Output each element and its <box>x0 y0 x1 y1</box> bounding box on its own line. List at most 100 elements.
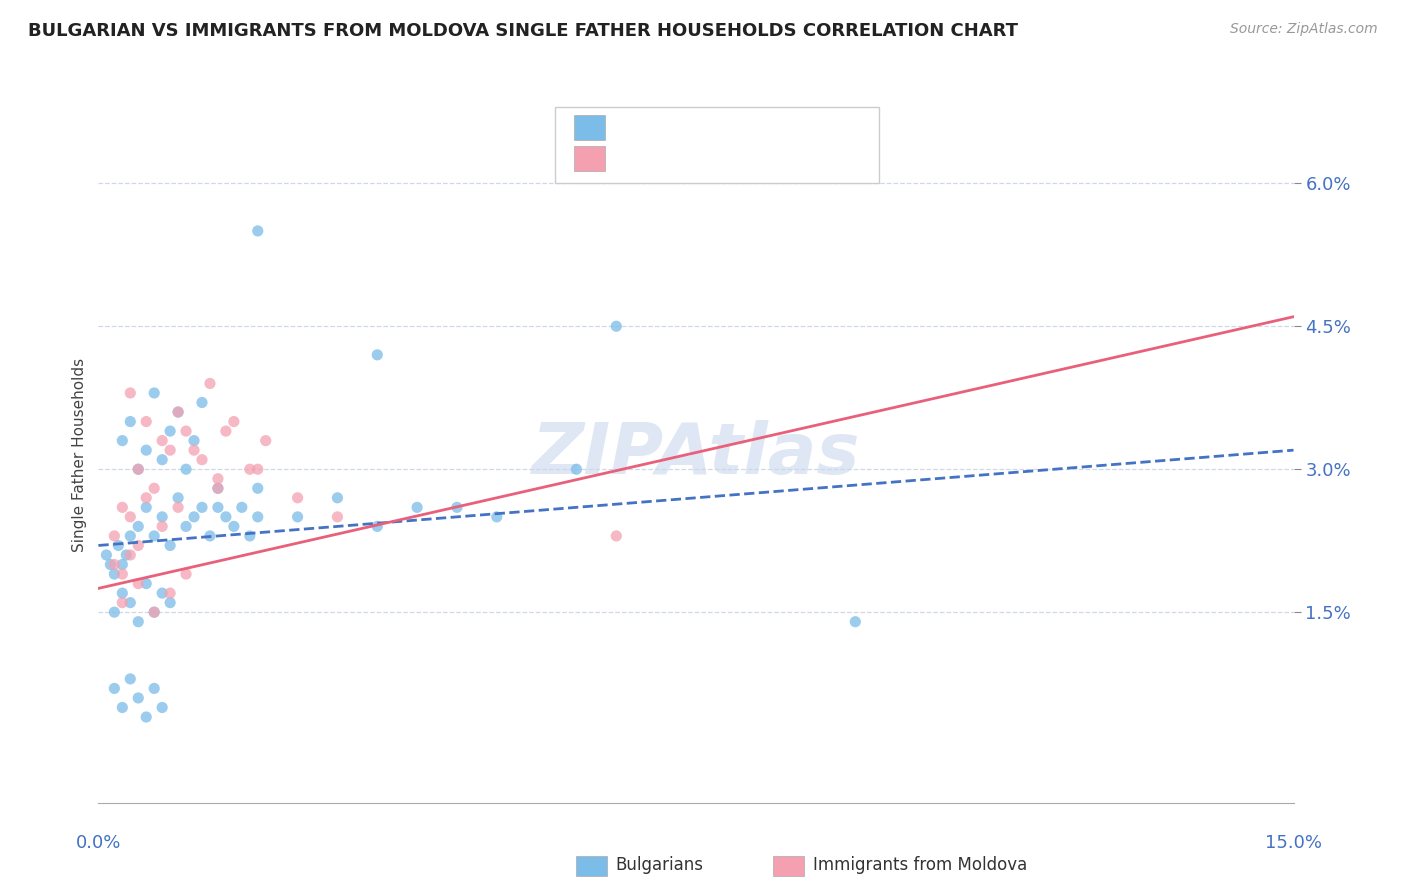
Text: BULGARIAN VS IMMIGRANTS FROM MOLDOVA SINGLE FATHER HOUSEHOLDS CORRELATION CHART: BULGARIAN VS IMMIGRANTS FROM MOLDOVA SIN… <box>28 22 1018 40</box>
Point <box>150 519 173 533</box>
Point <box>174 424 197 438</box>
Point <box>115 548 138 562</box>
Point <box>207 481 229 495</box>
Text: 0.0%: 0.0% <box>76 834 121 852</box>
Text: N =: N = <box>714 150 754 168</box>
Point <box>198 529 221 543</box>
Point <box>191 452 214 467</box>
Text: 37: 37 <box>748 150 773 168</box>
Point <box>127 519 149 533</box>
Point <box>120 386 142 401</box>
Point <box>111 586 134 600</box>
Point <box>215 424 238 438</box>
Point <box>143 529 166 543</box>
Point <box>159 443 181 458</box>
Point <box>183 434 205 448</box>
Text: ZIPAtlas: ZIPAtlas <box>531 420 860 490</box>
Point <box>103 681 125 696</box>
Point <box>111 434 134 448</box>
Text: N =: N = <box>714 119 754 136</box>
Point <box>254 434 277 448</box>
Point <box>326 491 349 505</box>
Point <box>191 395 214 409</box>
Point <box>159 424 181 438</box>
Point <box>127 615 149 629</box>
Point <box>143 481 166 495</box>
Point <box>198 376 221 391</box>
Point <box>207 472 229 486</box>
Point <box>143 681 166 696</box>
Point <box>222 415 245 429</box>
Point <box>159 539 181 553</box>
Point <box>143 605 166 619</box>
Point <box>111 558 134 572</box>
Point <box>98 558 122 572</box>
Text: Immigrants from Moldova: Immigrants from Moldova <box>813 856 1026 874</box>
Point <box>150 509 173 524</box>
Point <box>103 567 125 582</box>
Point <box>174 462 197 476</box>
Point <box>167 491 190 505</box>
Point <box>103 605 125 619</box>
Point <box>111 567 134 582</box>
Point <box>127 462 149 476</box>
Text: Source: ZipAtlas.com: Source: ZipAtlas.com <box>1230 22 1378 37</box>
Point <box>120 548 142 562</box>
Point <box>143 386 166 401</box>
Point <box>135 415 157 429</box>
Point <box>844 615 866 629</box>
Point <box>207 481 229 495</box>
Point <box>120 672 142 686</box>
Text: 62: 62 <box>748 119 773 136</box>
Text: 0.179: 0.179 <box>650 119 706 136</box>
Point <box>96 548 118 562</box>
Text: R =: R = <box>616 119 655 136</box>
Point <box>207 500 229 515</box>
Point <box>605 529 627 543</box>
Point <box>239 462 262 476</box>
Point <box>127 576 149 591</box>
Text: 15.0%: 15.0% <box>1265 834 1322 852</box>
Point <box>183 509 205 524</box>
Point <box>239 529 262 543</box>
Point <box>135 491 157 505</box>
Point <box>366 348 388 362</box>
Point <box>246 224 269 238</box>
Point <box>103 558 125 572</box>
Point <box>127 690 149 705</box>
Point <box>446 500 468 515</box>
Text: Bulgarians: Bulgarians <box>616 856 704 874</box>
Point <box>150 700 173 714</box>
Point <box>246 481 269 495</box>
Point <box>159 596 181 610</box>
Point <box>107 539 129 553</box>
Point <box>150 452 173 467</box>
Point <box>120 529 142 543</box>
Point <box>135 500 157 515</box>
Text: 0.410: 0.410 <box>650 150 706 168</box>
Point <box>150 434 173 448</box>
Point <box>174 567 197 582</box>
Point <box>127 462 149 476</box>
Point <box>174 519 197 533</box>
Point <box>191 500 214 515</box>
Point <box>127 539 149 553</box>
Point <box>709 147 731 161</box>
Point <box>135 710 157 724</box>
Point <box>565 462 588 476</box>
Point <box>120 509 142 524</box>
Point <box>103 529 125 543</box>
Point <box>111 700 134 714</box>
Point <box>111 596 134 610</box>
Point <box>406 500 429 515</box>
Point <box>605 319 627 334</box>
Point <box>215 509 238 524</box>
Y-axis label: Single Father Households: Single Father Households <box>72 358 87 552</box>
Point <box>120 415 142 429</box>
Point <box>167 500 190 515</box>
Point <box>287 509 309 524</box>
Point <box>167 405 190 419</box>
Point <box>167 405 190 419</box>
Point <box>183 443 205 458</box>
Point <box>326 509 349 524</box>
